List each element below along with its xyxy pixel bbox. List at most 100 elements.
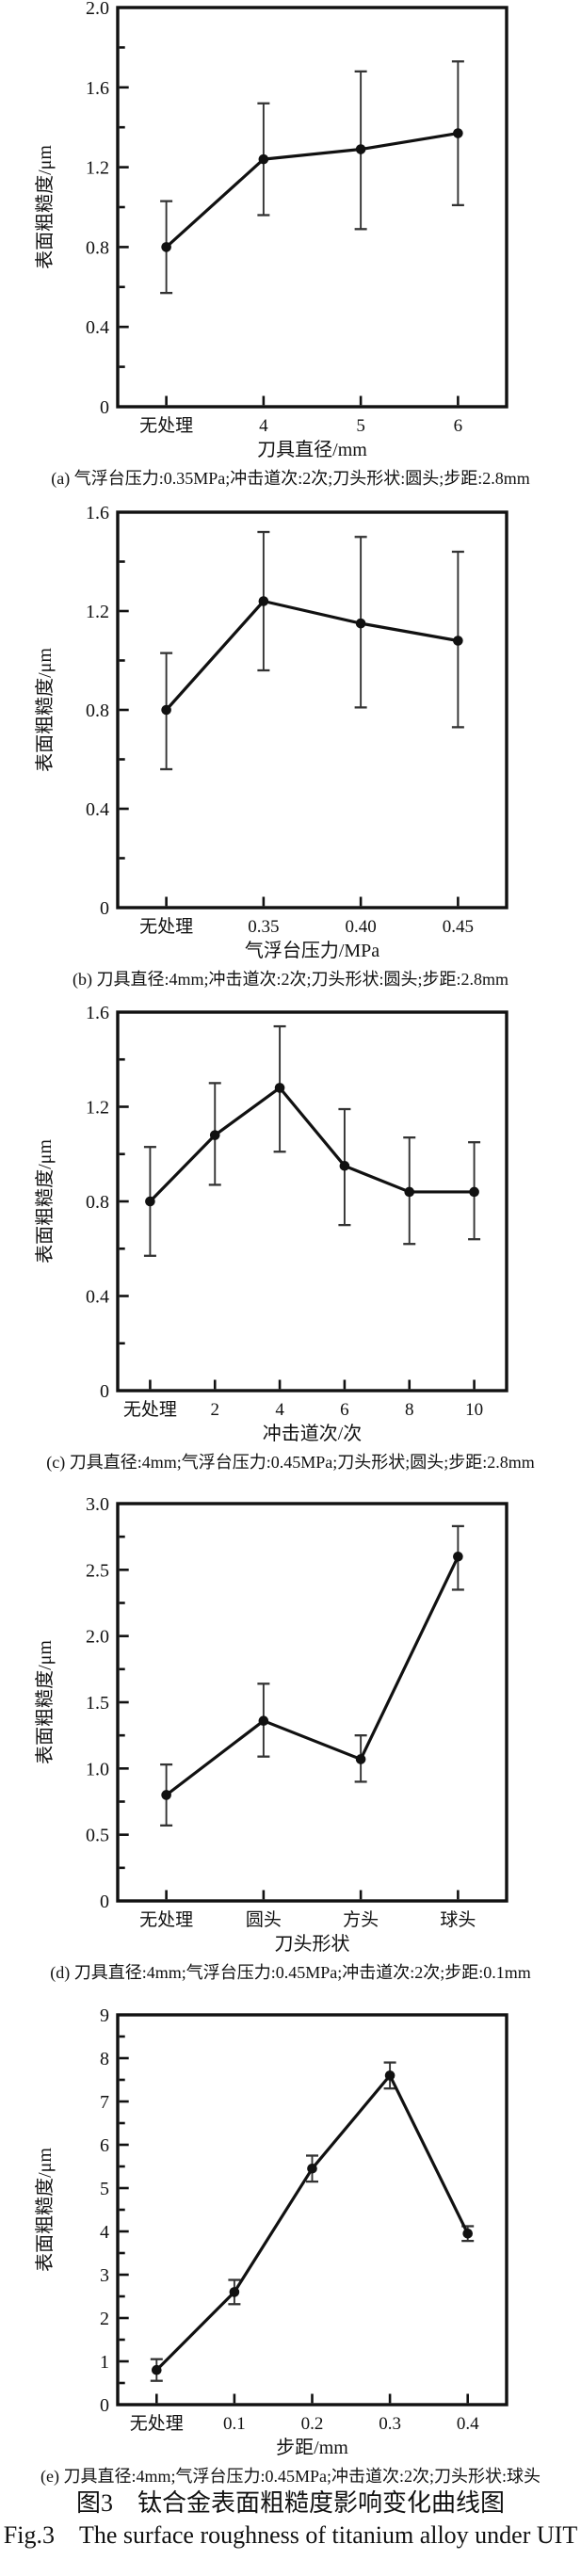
y-axis-title: 表面粗糙度/μm [34, 1640, 56, 1764]
x-axis-title: 气浮台压力/MPa [245, 940, 379, 961]
chart-c-canvas: 0 0.4 0.8 1.2 1.6 无处理 2 4 6 8 10 冲击道次/次 表面粗糙度/μm [34, 1003, 508, 1444]
data-point [229, 2287, 240, 2297]
svg-text:4: 4 [275, 1400, 284, 1420]
y-axis-title: 表面粗糙度/μm [34, 2148, 56, 2272]
series-line [155, 2073, 470, 2372]
svg-text:0.4: 0.4 [457, 2414, 479, 2434]
svg-text:1: 1 [100, 2352, 109, 2373]
svg-text:3: 3 [100, 2265, 109, 2286]
chart-e-canvas: 0 1 2 3 4 5 6 7 8 9 无处理 0.1 0.2 0.3 0.4 步距/mm 表面粗糙度/μm [34, 2005, 508, 2458]
chart-a-caption: (a) 气浮台压力:0.35MPa;冲击道次:2次;刀头形状:圆头;步距:2.8… [51, 469, 530, 488]
data-point [453, 636, 463, 646]
y-axis-title: 表面粗糙度/μm [34, 1139, 56, 1264]
svg-text:2.0: 2.0 [86, 1627, 109, 1648]
svg-text:无处理: 无处理 [139, 916, 193, 937]
svg-text:10: 10 [465, 1400, 483, 1420]
chart-e-caption: (e) 刀具直径:4mm;气浮台压力:0.45MPa;冲击道次:2次;刀头形状:… [40, 2467, 541, 2486]
series-line [149, 1086, 475, 1203]
svg-text:2.0: 2.0 [86, 0, 109, 19]
svg-text:5: 5 [356, 416, 365, 436]
svg-text:0.4: 0.4 [86, 317, 109, 338]
y-axis: 0 1 2 3 4 5 6 7 8 9 [100, 2005, 129, 2416]
svg-text:2: 2 [211, 1400, 220, 1420]
svg-text:1.6: 1.6 [86, 1003, 109, 1023]
data-point [209, 1130, 220, 1140]
plot-frame [116, 510, 508, 910]
data-point [258, 596, 269, 606]
svg-text:圆头: 圆头 [246, 1909, 282, 1930]
svg-text:0: 0 [100, 2395, 109, 2416]
error-bars [143, 1024, 481, 1257]
svg-text:0.3: 0.3 [379, 2414, 401, 2434]
svg-text:1.5: 1.5 [86, 1693, 109, 1714]
error-bars [160, 60, 464, 295]
svg-text:0.5: 0.5 [86, 1826, 109, 1846]
x-axis: 无处理 0.1 0.2 0.3 0.4 [130, 2393, 479, 2434]
figure-footer: 图3 钛合金表面粗糙度影响变化曲线图 Fig.3 The surface rou… [0, 2488, 581, 2576]
svg-text:5: 5 [100, 2179, 109, 2199]
x-axis: 无处理 圆头 方头 球头 [139, 1890, 476, 1930]
data-point [384, 2070, 395, 2081]
data-points [152, 2070, 474, 2375]
data-points [161, 128, 463, 252]
svg-text:4: 4 [259, 416, 268, 436]
chart-d-caption: (d) 刀具直径:4mm;气浮台压力:0.45MPa;冲击道次:2次;步距:0.… [50, 1963, 531, 1982]
svg-text:0: 0 [100, 898, 109, 919]
series-line [165, 131, 459, 249]
svg-text:方头: 方头 [343, 1909, 379, 1930]
svg-text:7: 7 [100, 2092, 109, 2113]
data-points [145, 1083, 479, 1207]
data-point [161, 242, 171, 252]
svg-text:2.5: 2.5 [86, 1560, 109, 1581]
data-point [404, 1186, 415, 1198]
x-axis-title: 步距/mm [276, 2437, 348, 2458]
svg-text:0: 0 [100, 1381, 109, 1402]
data-point [307, 2164, 317, 2174]
svg-text:0.45: 0.45 [443, 917, 474, 937]
data-point [152, 2364, 162, 2375]
plot-frame [116, 1010, 508, 1393]
error-bars [160, 530, 464, 771]
svg-text:0.4: 0.4 [86, 799, 109, 820]
chart-panel-d: 0 0.5 1.0 1.5 2.0 2.5 3.0 无处理 圆头 方头 球头 刀头形状 表面粗糙度/μm… [0, 1483, 581, 1996]
svg-text:2: 2 [100, 2309, 109, 2329]
data-point [469, 1186, 479, 1198]
y-axis-title: 表面粗糙度/μm [34, 145, 56, 269]
data-point [339, 1161, 350, 1171]
svg-text:1.2: 1.2 [86, 1098, 109, 1119]
y-axis-title: 表面粗糙度/μm [34, 648, 56, 772]
svg-text:0.8: 0.8 [86, 1192, 109, 1213]
svg-text:无处理: 无处理 [130, 2413, 184, 2434]
y-axis: 0 0.4 0.8 1.2 1.6 [86, 503, 129, 919]
svg-text:0.8: 0.8 [86, 237, 109, 258]
chart-b-caption: (b) 刀具直径:4mm;冲击道次:2次;刀头形状:圆头;步距:2.8mm [73, 970, 508, 989]
svg-text:0.2: 0.2 [301, 2414, 324, 2434]
svg-text:6: 6 [100, 2135, 109, 2156]
plot-frame [116, 1502, 508, 1903]
svg-text:0: 0 [100, 397, 109, 418]
svg-text:8: 8 [405, 1400, 414, 1420]
data-point [355, 1754, 366, 1764]
svg-text:6: 6 [340, 1400, 349, 1420]
data-point [161, 1790, 171, 1800]
x-axis-title: 刀具直径/mm [257, 439, 367, 460]
chart-c-caption: (c) 刀具直径:4mm;气浮台压力:0.45MPa;刀头形状;圆头;步距:2.… [46, 1453, 535, 1472]
svg-text:0.40: 0.40 [346, 917, 377, 937]
svg-text:4: 4 [100, 2222, 109, 2243]
error-bars [160, 1524, 464, 1827]
chart-panel-c: 0 0.4 0.8 1.2 1.6 无处理 2 4 6 8 10 冲击道次/次 表面粗糙度/μm (c)… [0, 993, 581, 1483]
plot-frame [116, 6, 508, 409]
svg-text:1.0: 1.0 [86, 1759, 109, 1779]
svg-text:0.8: 0.8 [86, 700, 109, 721]
series-line [165, 599, 459, 712]
data-point [453, 1551, 463, 1562]
svg-text:1.2: 1.2 [86, 602, 109, 622]
svg-text:3.0: 3.0 [86, 1494, 109, 1515]
data-point [453, 128, 463, 138]
data-point [274, 1083, 285, 1093]
plot-frame [116, 2013, 508, 2407]
chart-b-canvas: 0 0.4 0.8 1.2 1.6 无处理 0.35 0.40 0.45 气浮台压力/MPa 表面粗… [34, 503, 508, 961]
svg-text:1.6: 1.6 [86, 503, 109, 523]
data-point [258, 1715, 269, 1726]
